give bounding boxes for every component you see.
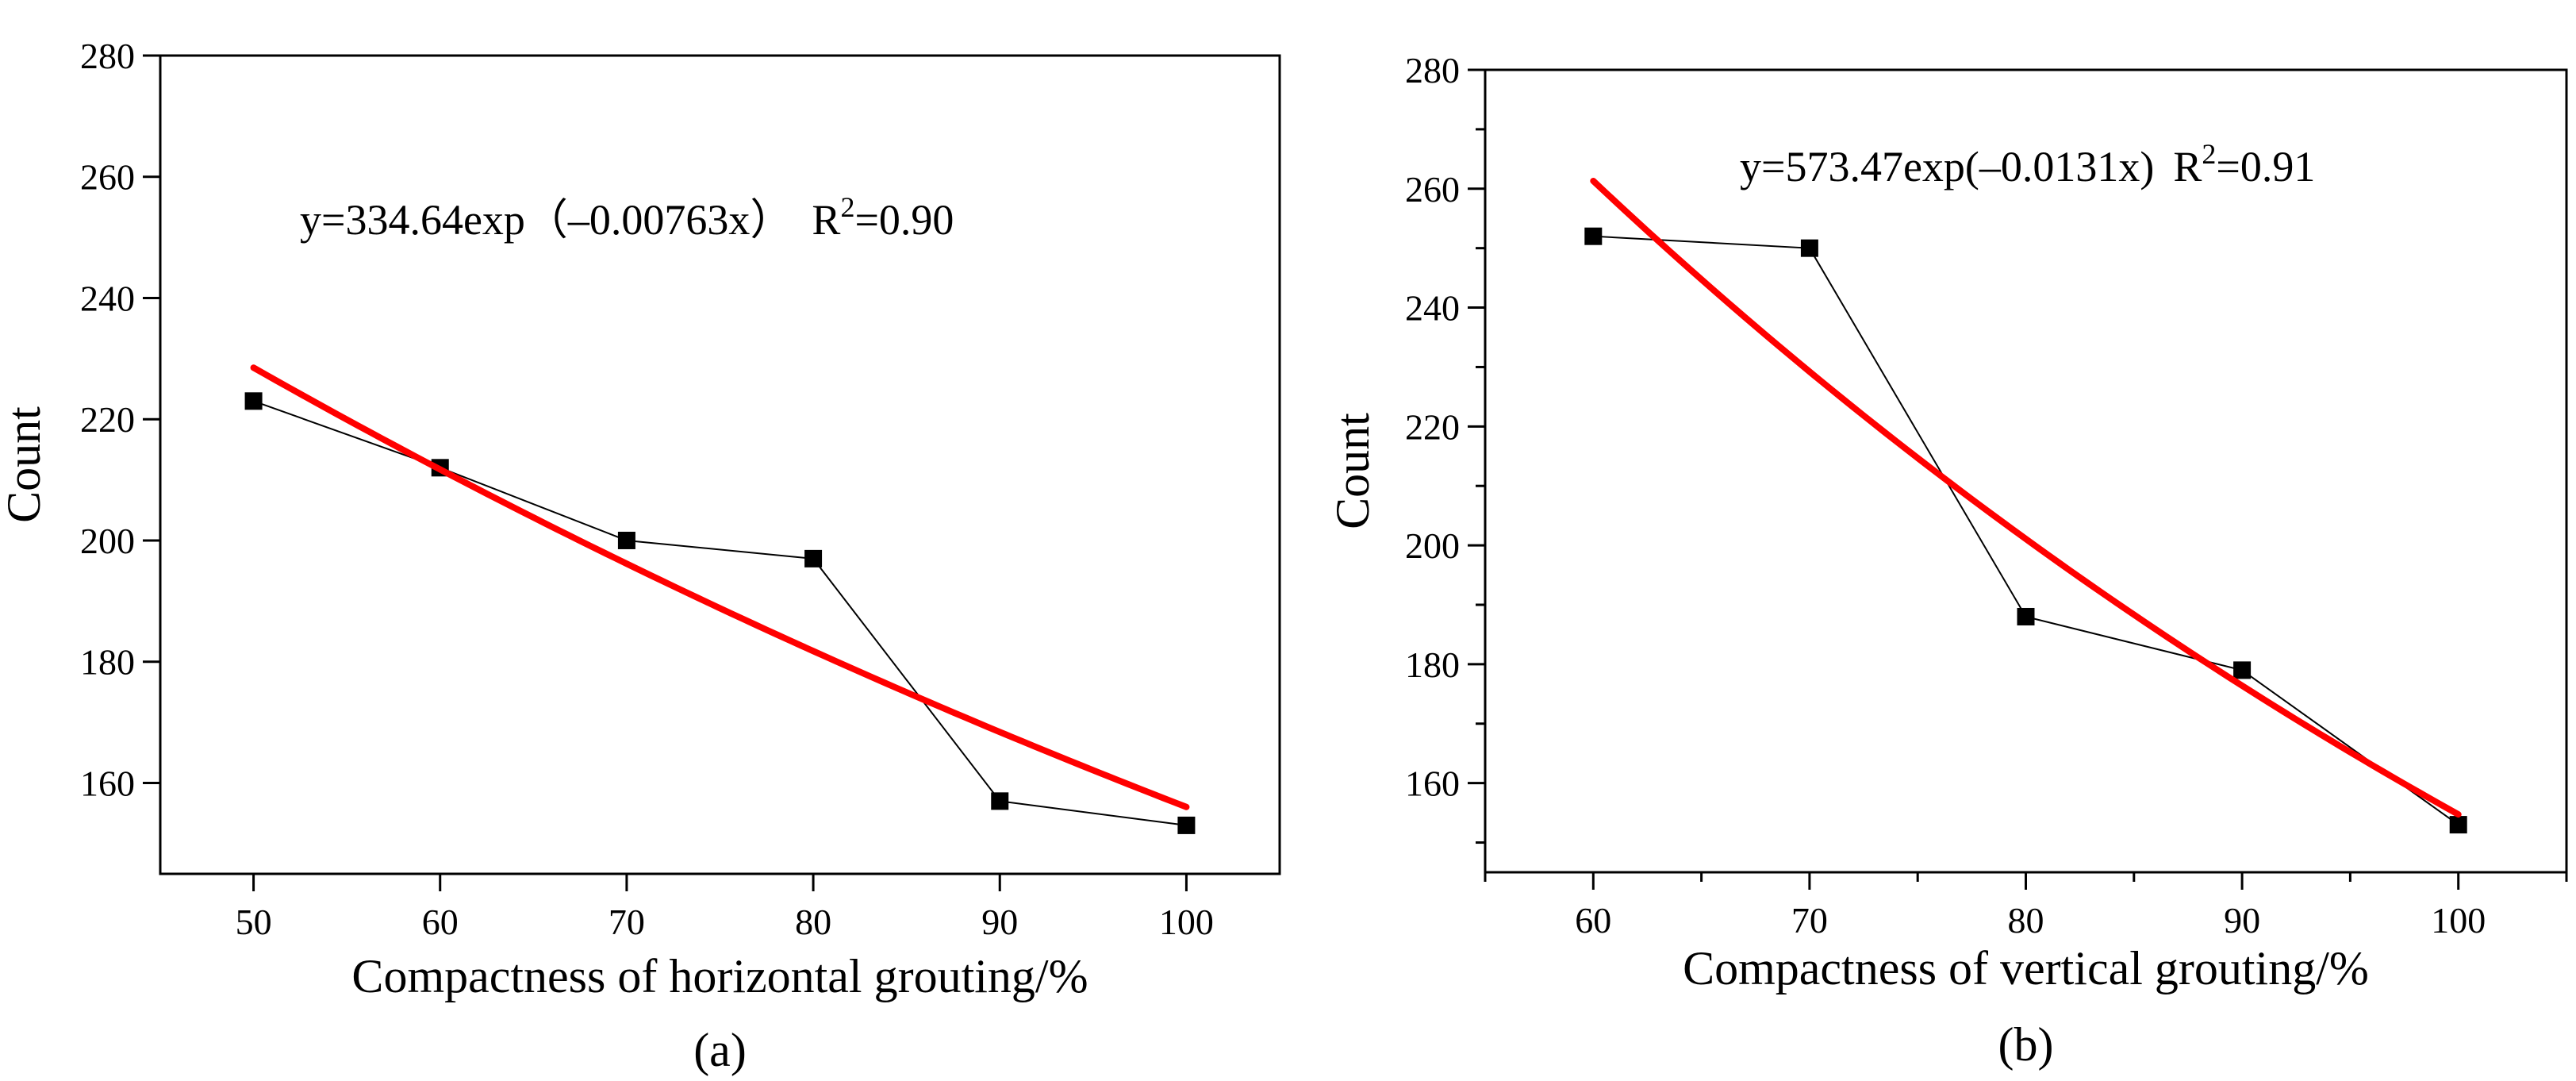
equation-r-label: R bbox=[812, 196, 840, 244]
plot-frame bbox=[159, 54, 1281, 875]
data-point-marker bbox=[2233, 661, 2252, 679]
y-tick-label: 280 bbox=[1405, 50, 1460, 90]
data-point-marker bbox=[617, 531, 635, 549]
data-point-marker bbox=[804, 549, 823, 567]
x-axis-title: Compactness of horizontal grouting/% bbox=[351, 950, 1088, 1002]
y-tick-label: 180 bbox=[1405, 644, 1460, 685]
y-tick-label: 220 bbox=[1405, 406, 1460, 447]
y-tick-label: 200 bbox=[80, 521, 135, 561]
fit-equation: y=334.64exp（–0.00763x） R2=0.90 bbox=[300, 191, 954, 244]
x-tick-label: 80 bbox=[2008, 900, 2044, 941]
equation-r-label: R bbox=[2173, 143, 2202, 190]
panel-caption: (b) bbox=[1998, 1018, 2054, 1071]
equation-r-value: =0.90 bbox=[854, 196, 954, 244]
x-tick-label: 80 bbox=[795, 902, 831, 942]
y-tick-label: 240 bbox=[1405, 288, 1460, 329]
y-axis-title: Count bbox=[1326, 413, 1379, 529]
chart-panel-b: 160 180 200 220 240 260 280 60 70 80 90 100 Count Com… bbox=[1326, 50, 2568, 1071]
y-tick-label: 180 bbox=[80, 642, 135, 683]
x-tick-label: 70 bbox=[1791, 900, 1828, 941]
y-tick-label: 200 bbox=[1405, 525, 1460, 566]
y-tick-label: 260 bbox=[1405, 169, 1460, 210]
x-tick-label: 100 bbox=[2431, 900, 2486, 941]
data-point-marker bbox=[991, 792, 1009, 810]
fit-equation: y=573.47exp(–0.0131x) R2=0.91 bbox=[1740, 138, 2315, 190]
y-tick-label: 160 bbox=[80, 763, 135, 803]
equation-formula: y=334.64exp（–0.00763x） bbox=[300, 196, 793, 244]
fit-curve bbox=[250, 364, 1190, 810]
equation-formula: y=573.47exp(–0.0131x) bbox=[1740, 143, 2154, 190]
equation-r-superscript: 2 bbox=[840, 191, 854, 223]
x-tick-label: 70 bbox=[608, 902, 645, 942]
y-tick-label: 280 bbox=[80, 36, 135, 76]
data-point-marker bbox=[2449, 816, 2467, 834]
x-tick-label: 60 bbox=[1575, 900, 1611, 941]
data-point-marker bbox=[1177, 816, 1196, 834]
x-tick-label: 90 bbox=[981, 902, 1018, 942]
data-point-marker bbox=[1800, 239, 1818, 257]
chart-panel-a: 160 180 200 220 240 260 280 50 60 70 80 90 100 Count C… bbox=[0, 36, 1281, 1076]
y-axis-title: Count bbox=[0, 406, 50, 523]
x-tick-label: 100 bbox=[1159, 902, 1214, 942]
y-tick-label: 240 bbox=[80, 278, 135, 318]
x-tick-label: 90 bbox=[2224, 900, 2260, 941]
x-tick-label: 60 bbox=[422, 902, 459, 942]
equation-r-value: =0.91 bbox=[2216, 143, 2315, 190]
data-point-marker bbox=[2017, 607, 2035, 625]
data-point-marker bbox=[244, 392, 263, 410]
data-point-marker bbox=[1584, 227, 1603, 245]
y-tick-label: 220 bbox=[80, 399, 135, 440]
y-tick-label: 160 bbox=[1405, 764, 1460, 804]
y-tick-label: 260 bbox=[80, 157, 135, 198]
x-tick-label: 50 bbox=[236, 902, 272, 942]
fit-curve bbox=[1590, 177, 2462, 818]
x-axis-title: Compactness of vertical grouting/% bbox=[1683, 942, 2369, 994]
series-line bbox=[253, 400, 1187, 826]
panel-caption: (a) bbox=[693, 1024, 747, 1076]
equation-r-superscript: 2 bbox=[2202, 138, 2216, 170]
